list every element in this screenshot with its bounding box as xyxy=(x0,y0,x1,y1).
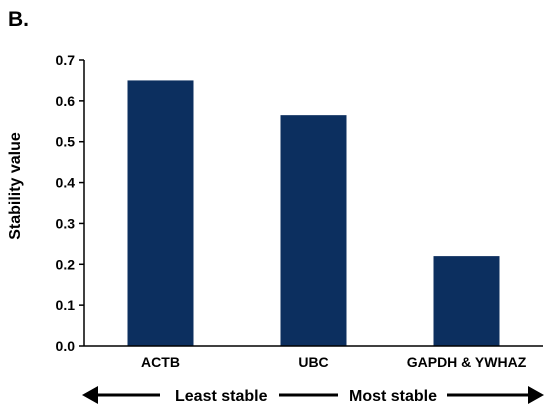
y-axis-ticks: 0.0 0.1 0.2 0.3 0.4 0.5 0.6 0.7 xyxy=(56,52,84,354)
y-tick-label: 0.5 xyxy=(56,134,76,150)
y-tick-label: 0.7 xyxy=(56,52,76,68)
most-stable-label: Most stable xyxy=(349,388,437,405)
stability-arrow: Least stable Most stable xyxy=(82,386,544,405)
bar-gapdh-ywhaz xyxy=(433,256,500,346)
bar-ubc xyxy=(280,115,347,347)
y-tick-label: 0.6 xyxy=(56,93,76,109)
y-tick-label: 0.3 xyxy=(56,215,76,231)
y-tick-label: 0.1 xyxy=(56,297,76,313)
left-arrowhead-icon xyxy=(82,386,98,404)
bar-actb xyxy=(127,80,194,346)
y-axis-label: Stability value xyxy=(7,132,24,240)
x-tick-label: UBC xyxy=(298,354,328,370)
y-tick-label: 0.4 xyxy=(56,175,76,191)
x-tick-label: ACTB xyxy=(141,354,180,370)
least-stable-label: Least stable xyxy=(175,388,268,405)
panel-label: B. xyxy=(8,8,29,31)
bars xyxy=(127,80,500,347)
y-tick-label: 0.2 xyxy=(56,256,76,272)
right-arrowhead-icon xyxy=(528,386,544,404)
x-axis-ticks: ACTB UBC GAPDH & YWHAZ xyxy=(141,354,527,370)
x-tick-label: GAPDH & YWHAZ xyxy=(407,354,527,370)
y-tick-label: 0.0 xyxy=(56,338,76,354)
